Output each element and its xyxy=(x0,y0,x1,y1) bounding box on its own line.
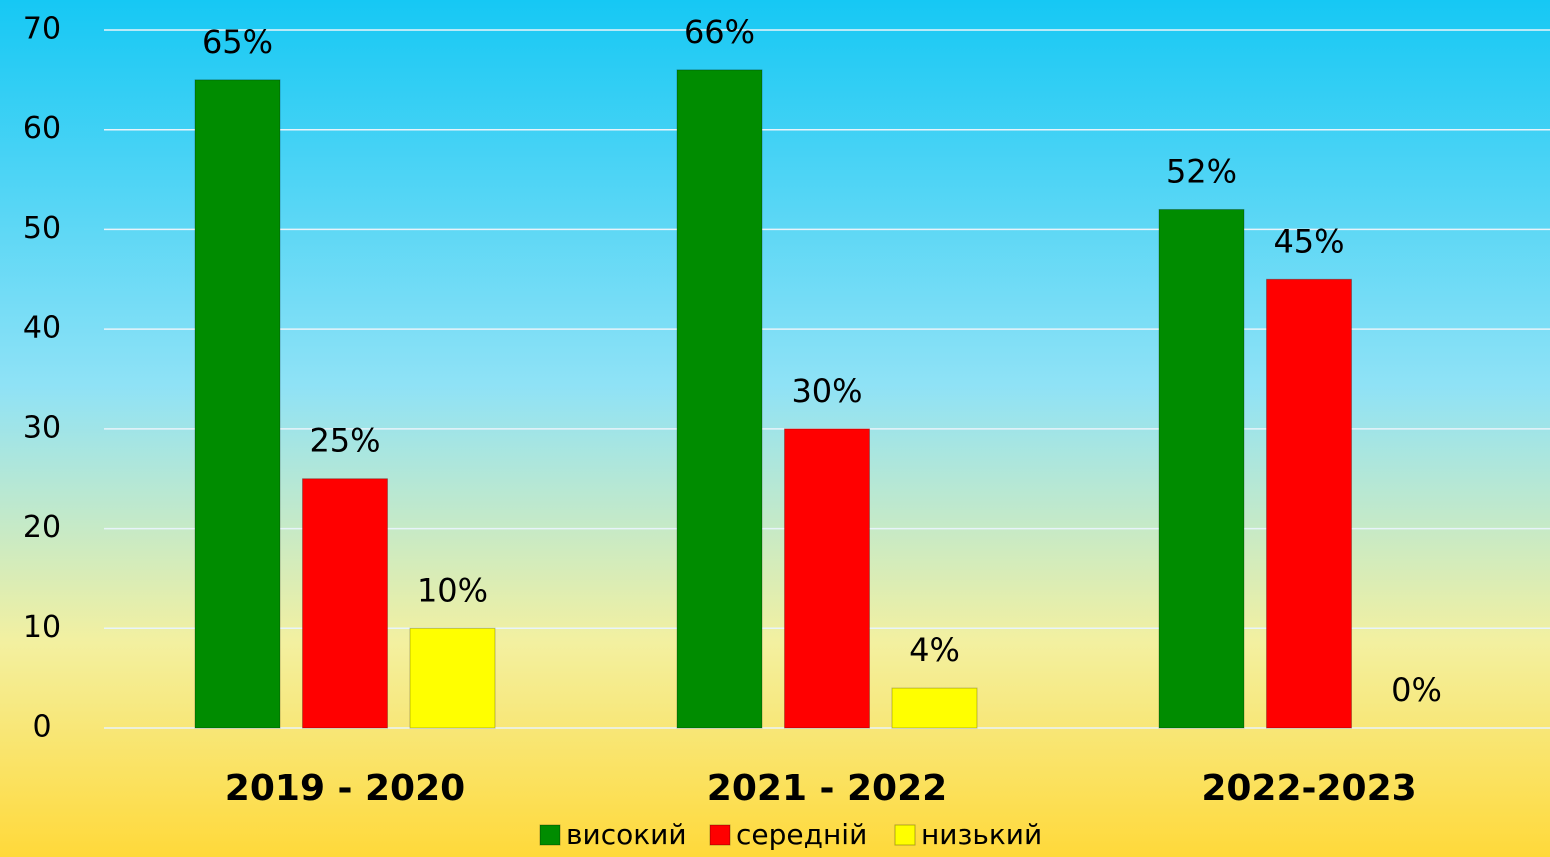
bar xyxy=(303,479,388,728)
legend-label: високий xyxy=(566,818,687,851)
bar xyxy=(892,688,977,728)
data-label: 30% xyxy=(791,372,862,410)
chart: 0 10 20 30 40 50 60 70 2019 - 2020 65% 25% 10% 2021 … xyxy=(0,0,1550,857)
data-label: 25% xyxy=(309,422,380,460)
data-label: 10% xyxy=(417,571,488,609)
bar xyxy=(1267,279,1352,728)
legend-swatch xyxy=(710,825,730,845)
data-label: 52% xyxy=(1166,152,1237,190)
bar xyxy=(785,429,870,728)
y-tick-label: 20 xyxy=(23,510,61,545)
y-tick-label: 60 xyxy=(23,111,61,146)
bar xyxy=(677,70,762,728)
data-label: 66% xyxy=(684,13,755,51)
data-label: 4% xyxy=(909,631,960,669)
bar xyxy=(410,628,495,728)
y-tick-label: 0 xyxy=(32,710,51,745)
bar xyxy=(195,80,280,728)
legend-swatch xyxy=(895,825,915,845)
x-tick-label: 2022-2023 xyxy=(1201,768,1416,809)
bar xyxy=(1159,209,1244,728)
legend-swatch xyxy=(540,825,560,845)
y-tick-label: 10 xyxy=(23,610,61,645)
x-tick-label: 2019 - 2020 xyxy=(225,768,465,809)
y-tick-label: 50 xyxy=(23,211,61,246)
y-tick-label: 30 xyxy=(23,410,61,445)
y-tick-label: 70 xyxy=(23,12,61,47)
legend-label: середній xyxy=(736,818,867,851)
data-label: 45% xyxy=(1273,222,1344,260)
y-tick-label: 40 xyxy=(23,311,61,346)
data-label: 0% xyxy=(1391,671,1442,709)
data-label: 65% xyxy=(202,23,273,61)
x-tick-label: 2021 - 2022 xyxy=(707,768,947,809)
legend-label: низький xyxy=(921,818,1042,851)
